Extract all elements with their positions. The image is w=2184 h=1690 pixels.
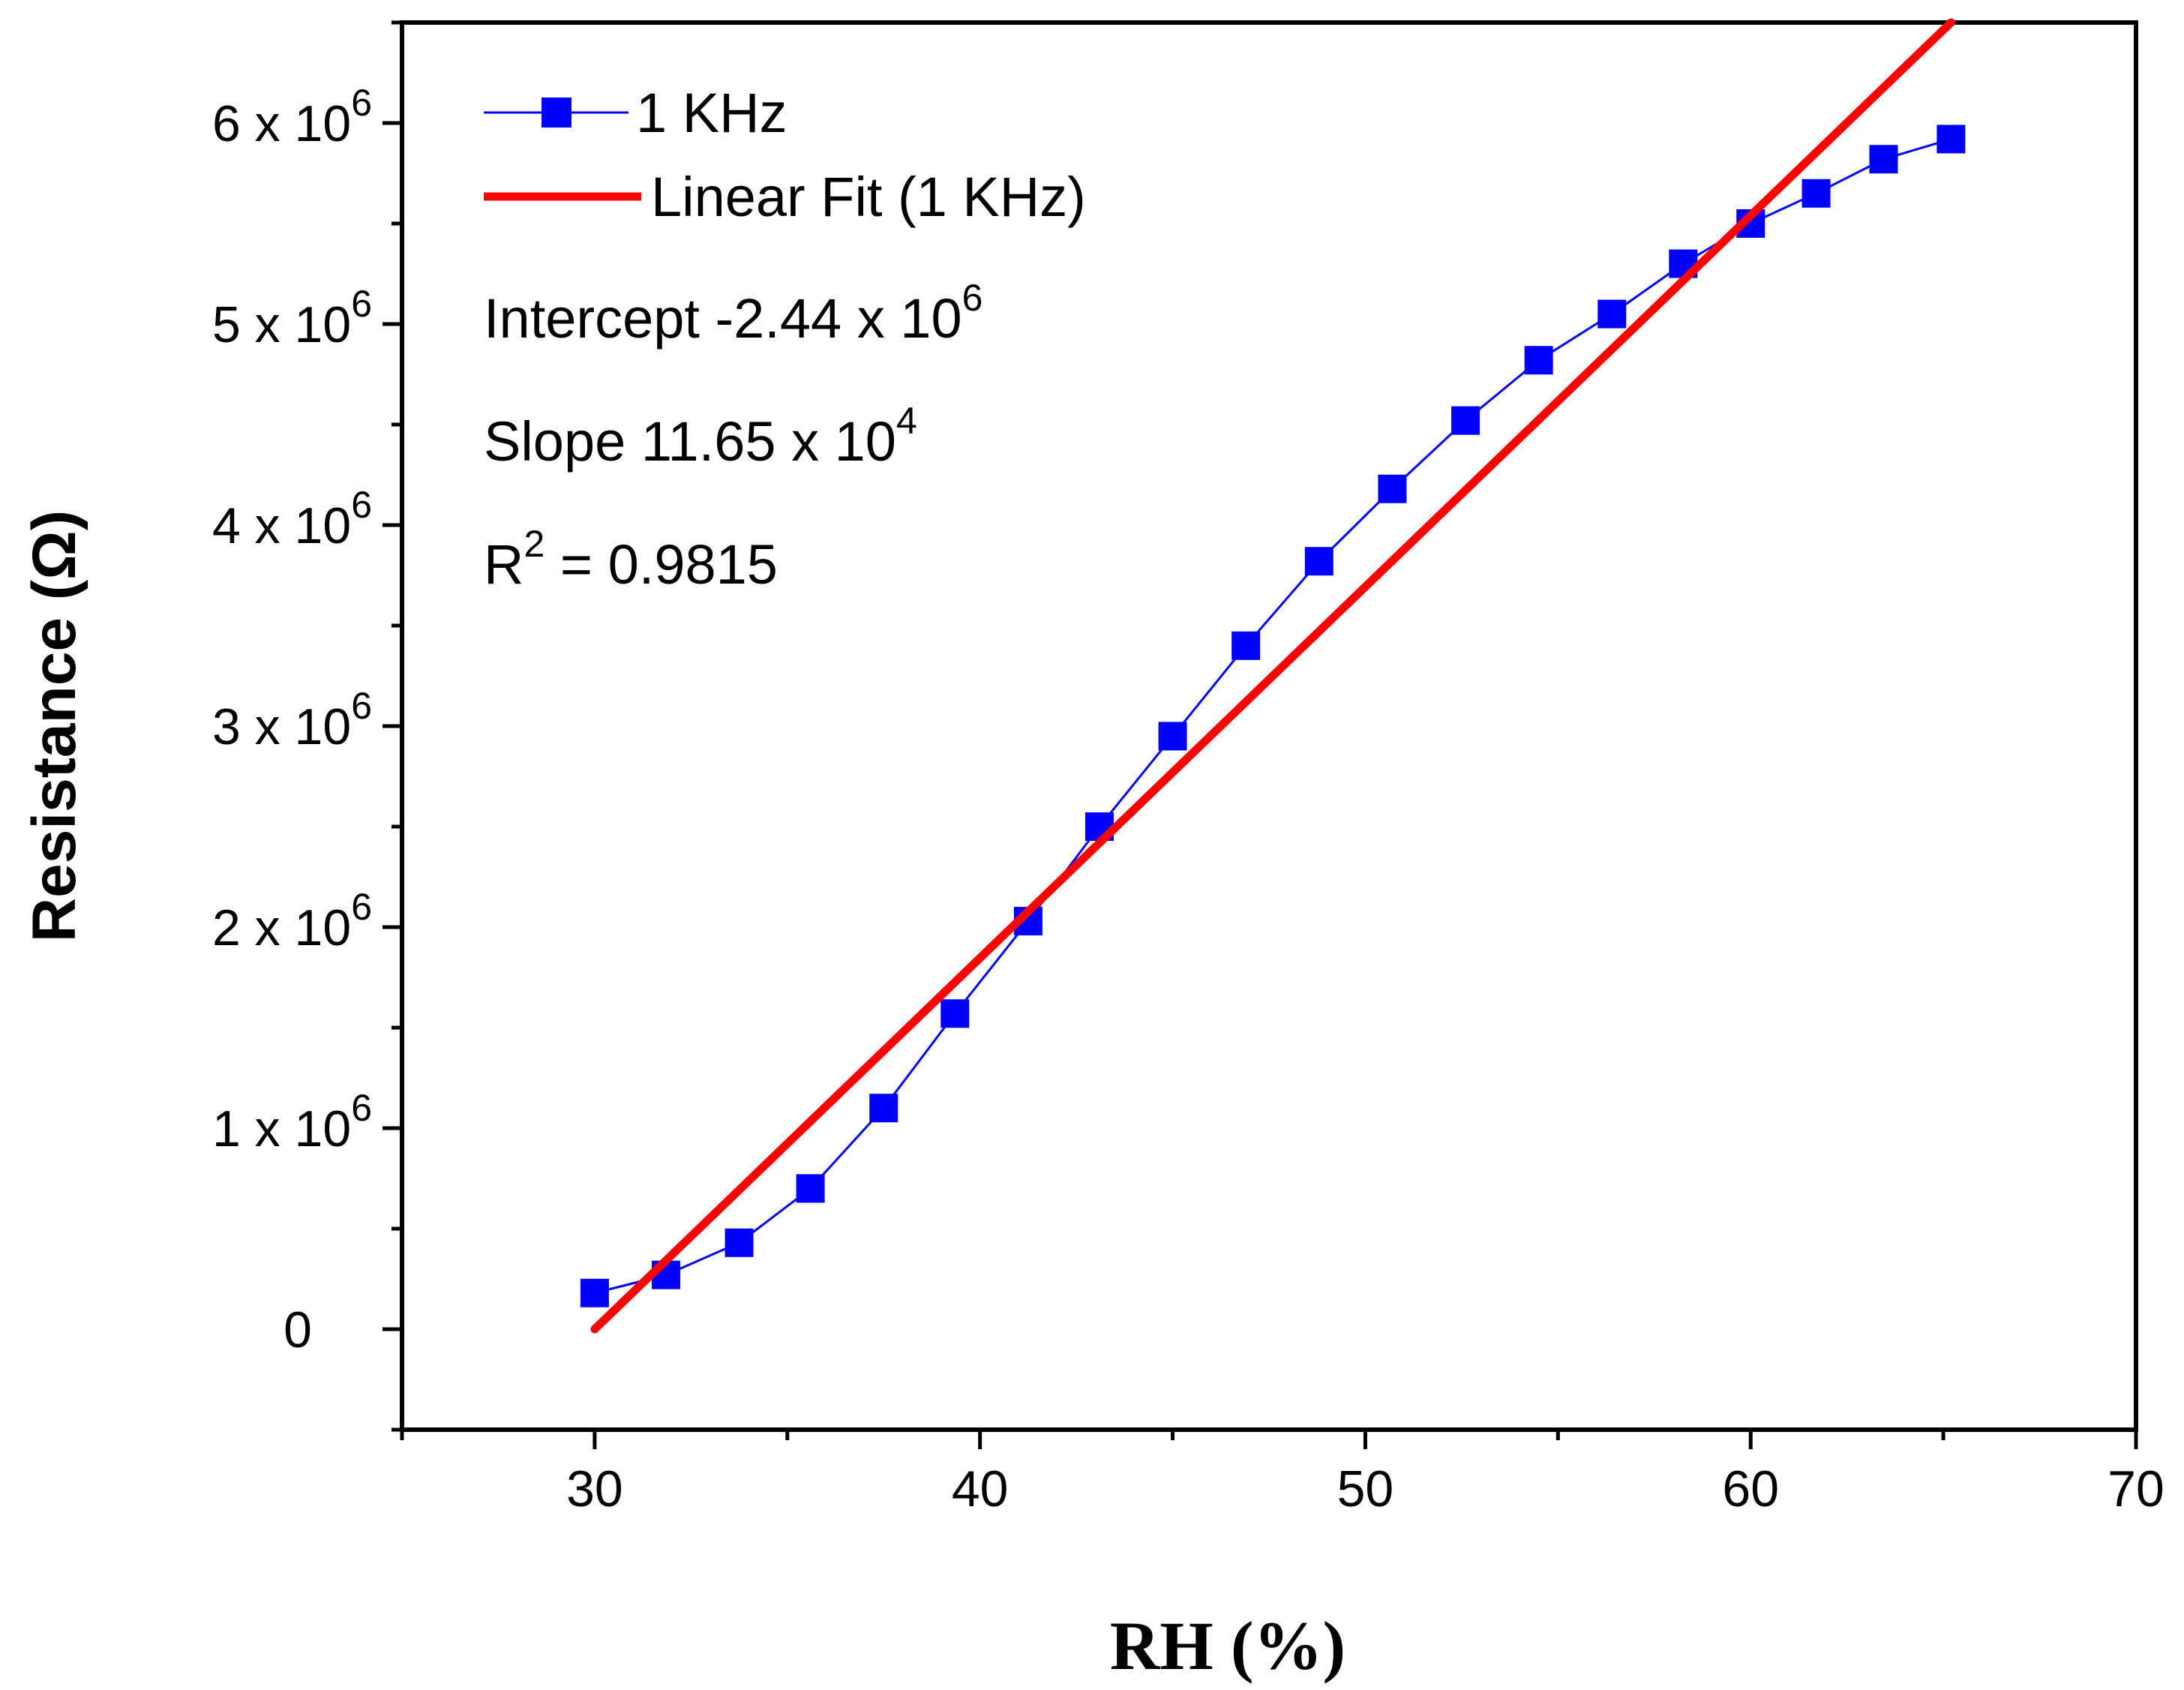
data-point (580, 1278, 609, 1307)
x-axis-title: RH (%) (1110, 1607, 1346, 1684)
data-point (1158, 722, 1187, 751)
legend: 1 KHz Linear Fit (1 KHz) (484, 82, 1086, 228)
legend-fit-label: Linear Fit (1 KHz) (651, 166, 1086, 228)
data-point (1802, 179, 1831, 208)
x-axis: 30 40 50 60 70 (400, 1430, 2164, 1517)
y-tick-label: 5 x 106 (212, 283, 372, 353)
data-point (1869, 145, 1898, 174)
legend-1khz-marker-swatch (542, 98, 572, 128)
y-axis-title: Resistance (Ω) (20, 510, 88, 942)
data-point (1304, 547, 1334, 576)
x-tick-label: 30 (566, 1460, 623, 1517)
data-point (1451, 406, 1480, 435)
annotation-intercept: Intercept -2.44 x 106 (484, 277, 982, 350)
data-point (869, 1094, 898, 1123)
data-point (724, 1228, 754, 1257)
data-point (940, 999, 970, 1028)
data-point (1936, 125, 1966, 154)
annotation-slope: Slope 11.65 x 104 (484, 400, 917, 473)
data-point (1524, 346, 1553, 375)
annotation-r2: R2 = 0.9815 (484, 523, 778, 596)
plot-frame (400, 20, 2138, 1432)
x-tick-label: 60 (1722, 1460, 1779, 1517)
y-tick-label: 3 x 106 (212, 685, 372, 755)
data-point (1598, 299, 1627, 329)
legend-1khz-label: 1 KHz (636, 82, 788, 144)
y-tick-label: 1 x 106 (212, 1087, 372, 1157)
y-tick-label: 0 (284, 1301, 312, 1358)
y-axis: 0 1 x 106 2 x 106 3 x 106 4 x 106 5 x 106 6 x … (212, 20, 402, 1432)
data-point (796, 1174, 825, 1203)
data-point (1378, 474, 1407, 503)
x-tick-label: 70 (2108, 1460, 2164, 1517)
y-tick-label: 4 x 106 (212, 484, 372, 554)
y-tick-label: 2 x 106 (212, 886, 372, 956)
x-tick-label: 50 (1337, 1460, 1394, 1517)
x-tick-label: 40 (952, 1460, 1009, 1517)
linear-fit-line (590, 18, 1955, 1334)
data-point (1232, 631, 1261, 660)
y-tick-label: 6 x 106 (212, 82, 372, 152)
